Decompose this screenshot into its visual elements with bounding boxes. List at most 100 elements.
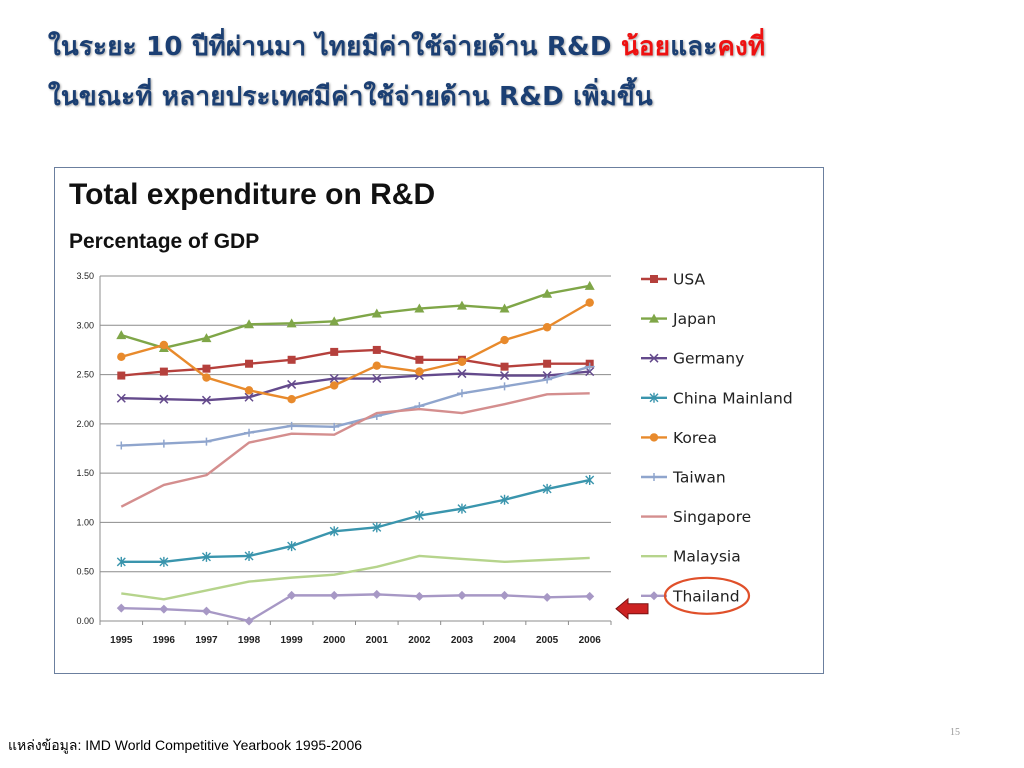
data-point <box>414 303 425 313</box>
data-point <box>415 355 424 364</box>
y-tick-label: 2.50 <box>76 370 94 380</box>
legend-label: Thailand <box>672 587 740 605</box>
data-point <box>456 389 467 398</box>
highlight-circle-icon <box>663 576 751 615</box>
legend-item: Korea <box>641 429 717 447</box>
x-tick-label: 2000 <box>323 635 346 646</box>
series-korea <box>117 298 594 404</box>
data-point <box>372 345 381 354</box>
data-point <box>649 473 659 481</box>
data-point <box>500 335 509 345</box>
data-point <box>116 330 127 340</box>
page-number: 15 <box>950 727 960 738</box>
y-tick-label: 0.50 <box>76 567 94 577</box>
chart-gridlines <box>99 275 612 625</box>
data-point <box>201 333 212 343</box>
data-point <box>542 288 553 298</box>
data-point <box>415 367 424 376</box>
data-point <box>286 318 297 328</box>
series-line <box>121 348 590 377</box>
series-line <box>121 554 590 601</box>
data-point <box>329 590 339 600</box>
data-point <box>159 340 169 350</box>
title-emphasis-less: น้อย <box>620 32 671 62</box>
series-malaysia <box>121 554 590 601</box>
data-point <box>414 510 424 521</box>
chart-legend: USA Japan Germany China Mainland Korea Taiwan… <box>641 271 793 605</box>
data-point <box>244 386 254 395</box>
data-point <box>499 382 510 391</box>
series-line <box>121 365 591 447</box>
legend-item: China Mainland <box>641 389 793 407</box>
legend-label: Taiwan <box>672 469 726 487</box>
data-point <box>456 300 467 310</box>
line-chart: Total expenditure on R&D Percentage of G… <box>69 178 793 646</box>
data-point <box>649 353 659 363</box>
data-point <box>457 590 467 600</box>
data-point <box>116 603 126 613</box>
data-point <box>159 394 169 404</box>
legend-item: Japan <box>641 310 716 328</box>
data-point <box>202 373 211 382</box>
legend-label: Korea <box>673 429 717 447</box>
series-japan <box>116 280 595 352</box>
legend-label: Japan <box>672 310 716 328</box>
title-line-1-text: ในระยะ 10 ปีที่ผ่านมา ไทยมีค่าใช้จ่ายด้า… <box>48 32 621 62</box>
x-tick-label: 2006 <box>579 635 602 646</box>
data-point <box>116 556 126 567</box>
series-taiwan <box>116 362 595 450</box>
data-point <box>372 589 382 599</box>
data-point <box>329 373 339 384</box>
legend-label: Germany <box>673 350 744 368</box>
data-point <box>287 590 297 600</box>
series-line <box>120 284 590 350</box>
source-note: แหล่งข้อมูล: IMD World Competitive Yearb… <box>8 737 363 753</box>
data-point <box>649 313 659 323</box>
data-point <box>329 316 340 326</box>
y-tick-label: 1.50 <box>76 468 94 478</box>
data-point <box>585 298 594 307</box>
legend-item: Singapore <box>641 508 751 526</box>
data-point <box>543 359 552 368</box>
y-tick-label: 3.50 <box>76 271 94 281</box>
legend-label: USA <box>673 271 705 289</box>
data-point <box>649 433 659 442</box>
data-point <box>330 381 339 390</box>
slide-title-line-1: ในระยะ 10 ปีที่ผ่านมา ไทยมีค่าใช้จ่ายด้า… <box>48 26 765 67</box>
data-point <box>286 421 297 430</box>
data-point <box>414 591 424 601</box>
data-point <box>330 347 339 356</box>
x-tick-label: 1995 <box>110 635 133 646</box>
legend-label: Malaysia <box>673 548 741 566</box>
data-point <box>457 369 467 379</box>
series-germany <box>116 367 595 405</box>
data-point <box>244 616 254 626</box>
legend-item: USA <box>641 271 705 289</box>
y-tick-label: 3.00 <box>76 320 94 330</box>
left-arrow-icon <box>615 597 649 620</box>
data-point <box>499 303 510 313</box>
data-point <box>457 357 467 366</box>
x-tick-label: 2004 <box>493 635 516 646</box>
data-point <box>202 364 211 373</box>
data-point <box>585 591 595 601</box>
data-point <box>649 591 659 601</box>
series-line <box>121 370 590 402</box>
legend-item: Thailand <box>641 587 740 605</box>
data-point <box>244 550 254 561</box>
data-point <box>584 280 595 290</box>
data-point <box>650 275 658 283</box>
data-point <box>117 352 126 362</box>
data-point <box>158 439 169 448</box>
data-point <box>585 367 595 377</box>
legend-label: China Mainland <box>673 389 793 407</box>
x-tick-label: 1998 <box>238 635 261 646</box>
y-tick-label: 0.00 <box>76 616 94 626</box>
data-point <box>159 367 168 376</box>
data-point <box>287 541 297 552</box>
data-point <box>287 379 297 389</box>
series-line <box>121 593 590 623</box>
data-point <box>649 392 659 403</box>
data-point <box>244 428 255 437</box>
data-point <box>116 393 126 403</box>
